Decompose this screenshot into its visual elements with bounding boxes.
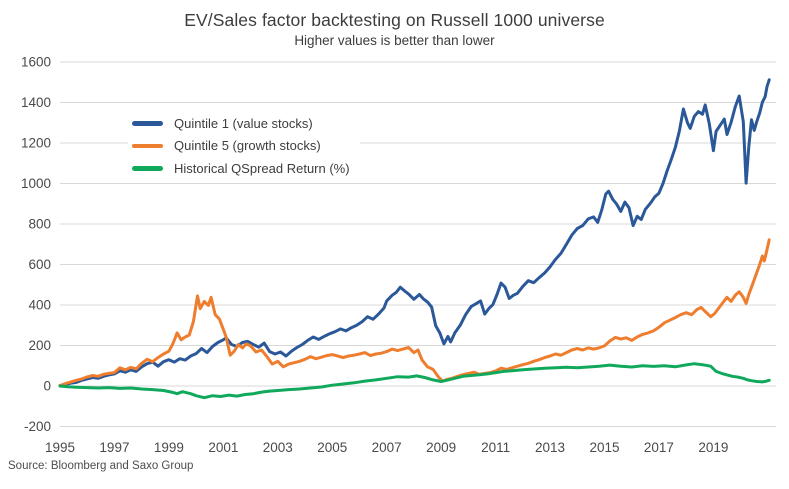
legend-item-1: Quintile 1 (value stocks) — [132, 112, 350, 135]
x-tick-label-2015: 2015 — [589, 440, 619, 455]
y-tick-label--200: -200 — [24, 419, 51, 434]
legend-label: Quintile 1 (value stocks) — [174, 115, 313, 131]
series-line-1 — [58, 78, 771, 388]
source-note: Source: Bloomberg and Saxo Group — [8, 460, 194, 472]
legend: Quintile 1 (value stocks) Quintile 5 (gro… — [128, 110, 360, 182]
legend-item-3: Historical QSpread Return (%) — [132, 157, 350, 180]
x-tick-label-2017: 2017 — [644, 440, 674, 455]
legend-swatch-icon — [132, 166, 163, 171]
y-tick-label-0: 0 — [43, 379, 51, 394]
x-tick-label-2013: 2013 — [535, 440, 565, 455]
x-tick-label-2001: 2001 — [208, 440, 238, 455]
x-tick-label-1995: 1995 — [45, 440, 75, 455]
series-line-2 — [58, 238, 771, 388]
y-tick-label-1200: 1200 — [21, 136, 51, 151]
legend-label: Historical QSpread Return (%) — [174, 160, 350, 176]
x-tick-label-1997: 1997 — [99, 440, 129, 455]
y-tick-label-400: 400 — [28, 298, 51, 313]
series-line-3 — [58, 362, 771, 400]
y-tick-label-1400: 1400 — [21, 95, 51, 110]
legend-item-2: Quintile 5 (growth stocks) — [132, 135, 350, 158]
legend-swatch-icon — [132, 121, 163, 126]
chart-subtitle: Higher values is better than lower — [294, 33, 495, 48]
legend-label: Quintile 5 (growth stocks) — [174, 138, 321, 154]
x-tick-label-2003: 2003 — [263, 440, 293, 455]
x-tick-label-2009: 2009 — [426, 440, 456, 455]
x-tick-label-2005: 2005 — [317, 440, 347, 455]
x-tick-label-2007: 2007 — [372, 440, 402, 455]
y-tick-label-600: 600 — [28, 257, 51, 272]
chart-title: EV/Sales factor backtesting on Russell 1… — [184, 10, 605, 30]
x-tick-label-2011: 2011 — [481, 440, 510, 455]
y-tick-label-1000: 1000 — [21, 176, 51, 191]
y-tick-label-800: 800 — [28, 217, 51, 232]
x-tick-label-2019: 2019 — [698, 440, 728, 455]
legend-swatch-icon — [132, 143, 163, 148]
y-tick-label-200: 200 — [28, 338, 51, 353]
y-tick-label-1600: 1600 — [21, 55, 51, 70]
x-tick-label-1999: 1999 — [154, 440, 184, 455]
